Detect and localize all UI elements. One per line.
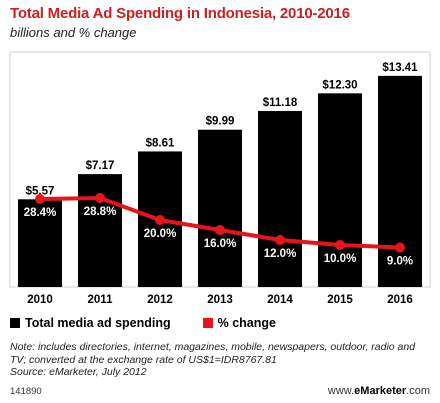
pct-label-2010: 28.4% bbox=[24, 207, 57, 219]
pct-point-2010 bbox=[35, 194, 45, 204]
pct-point-2013 bbox=[215, 225, 225, 235]
chart: $5.57 2010 $7.17 2011 $8.61 2012 $9.99 2013 $11.… bbox=[9, 51, 431, 306]
bar-label-2016: $13.41 bbox=[382, 62, 418, 74]
x-tick-2012: 2012 bbox=[147, 294, 173, 306]
pct-point-2015 bbox=[335, 240, 345, 250]
bar-2014 bbox=[258, 110, 302, 288]
bar-label-2012: $8.61 bbox=[146, 137, 175, 149]
bar-label-2010: $5.57 bbox=[26, 185, 55, 197]
bar-2015 bbox=[318, 93, 362, 287]
pct-label-2015: 10.0% bbox=[324, 253, 357, 265]
bar-label-2014: $11.18 bbox=[263, 97, 298, 109]
bar-2010 bbox=[18, 199, 62, 287]
x-tick-2010: 2010 bbox=[27, 294, 53, 306]
brand-prefix: www. bbox=[327, 385, 355, 397]
pct-label-2016: 9.0% bbox=[387, 256, 413, 268]
note-text: Note: includes directories, internet, ma… bbox=[10, 341, 416, 366]
chart-title: Total Media Ad Spending in Indonesia, 20… bbox=[10, 5, 350, 22]
x-tick-2014: 2014 bbox=[267, 294, 293, 306]
brand-mark: www.eMarketer.com bbox=[328, 385, 430, 397]
pct-point-2012 bbox=[155, 215, 165, 225]
legend-label-bar: Total media ad spending bbox=[25, 316, 171, 330]
source-text: Source: eMarketer, July 2012 bbox=[10, 366, 147, 378]
bar-label-2013: $9.99 bbox=[206, 116, 235, 128]
x-tick-2016: 2016 bbox=[387, 294, 413, 306]
bar-2011 bbox=[78, 174, 122, 287]
pct-point-2011 bbox=[95, 193, 105, 203]
footnote: Note: includes directories, internet, ma… bbox=[10, 341, 430, 379]
legend: Total media ad spending % change bbox=[10, 316, 308, 330]
x-tick-2015: 2015 bbox=[327, 294, 353, 306]
chart-subtitle: billions and % change bbox=[10, 25, 137, 40]
bar-label-2011: $7.17 bbox=[86, 160, 115, 172]
legend-swatch-bar bbox=[10, 318, 20, 328]
legend-label-line: % change bbox=[217, 316, 276, 330]
x-tick-2013: 2013 bbox=[207, 294, 233, 306]
pct-label-2012: 20.0% bbox=[144, 228, 177, 240]
pct-point-2016 bbox=[395, 242, 405, 253]
legend-swatch-line bbox=[202, 318, 213, 328]
legend-item-bar: Total media ad spending bbox=[10, 316, 171, 330]
brand-suffix: .com bbox=[406, 385, 430, 397]
pct-label-2014: 12.0% bbox=[264, 248, 297, 260]
bar-label-2015: $12.30 bbox=[322, 79, 357, 91]
pct-label-2011: 28.8% bbox=[84, 206, 117, 218]
pct-point-2014 bbox=[275, 235, 285, 245]
x-tick-2011: 2011 bbox=[88, 294, 114, 306]
bar-2013 bbox=[198, 129, 242, 287]
chart-id: 141890 bbox=[10, 386, 42, 397]
legend-item-line: % change bbox=[202, 316, 276, 330]
brand-name: eMarketer bbox=[354, 385, 407, 397]
pct-label-2013: 16.0% bbox=[204, 238, 237, 250]
